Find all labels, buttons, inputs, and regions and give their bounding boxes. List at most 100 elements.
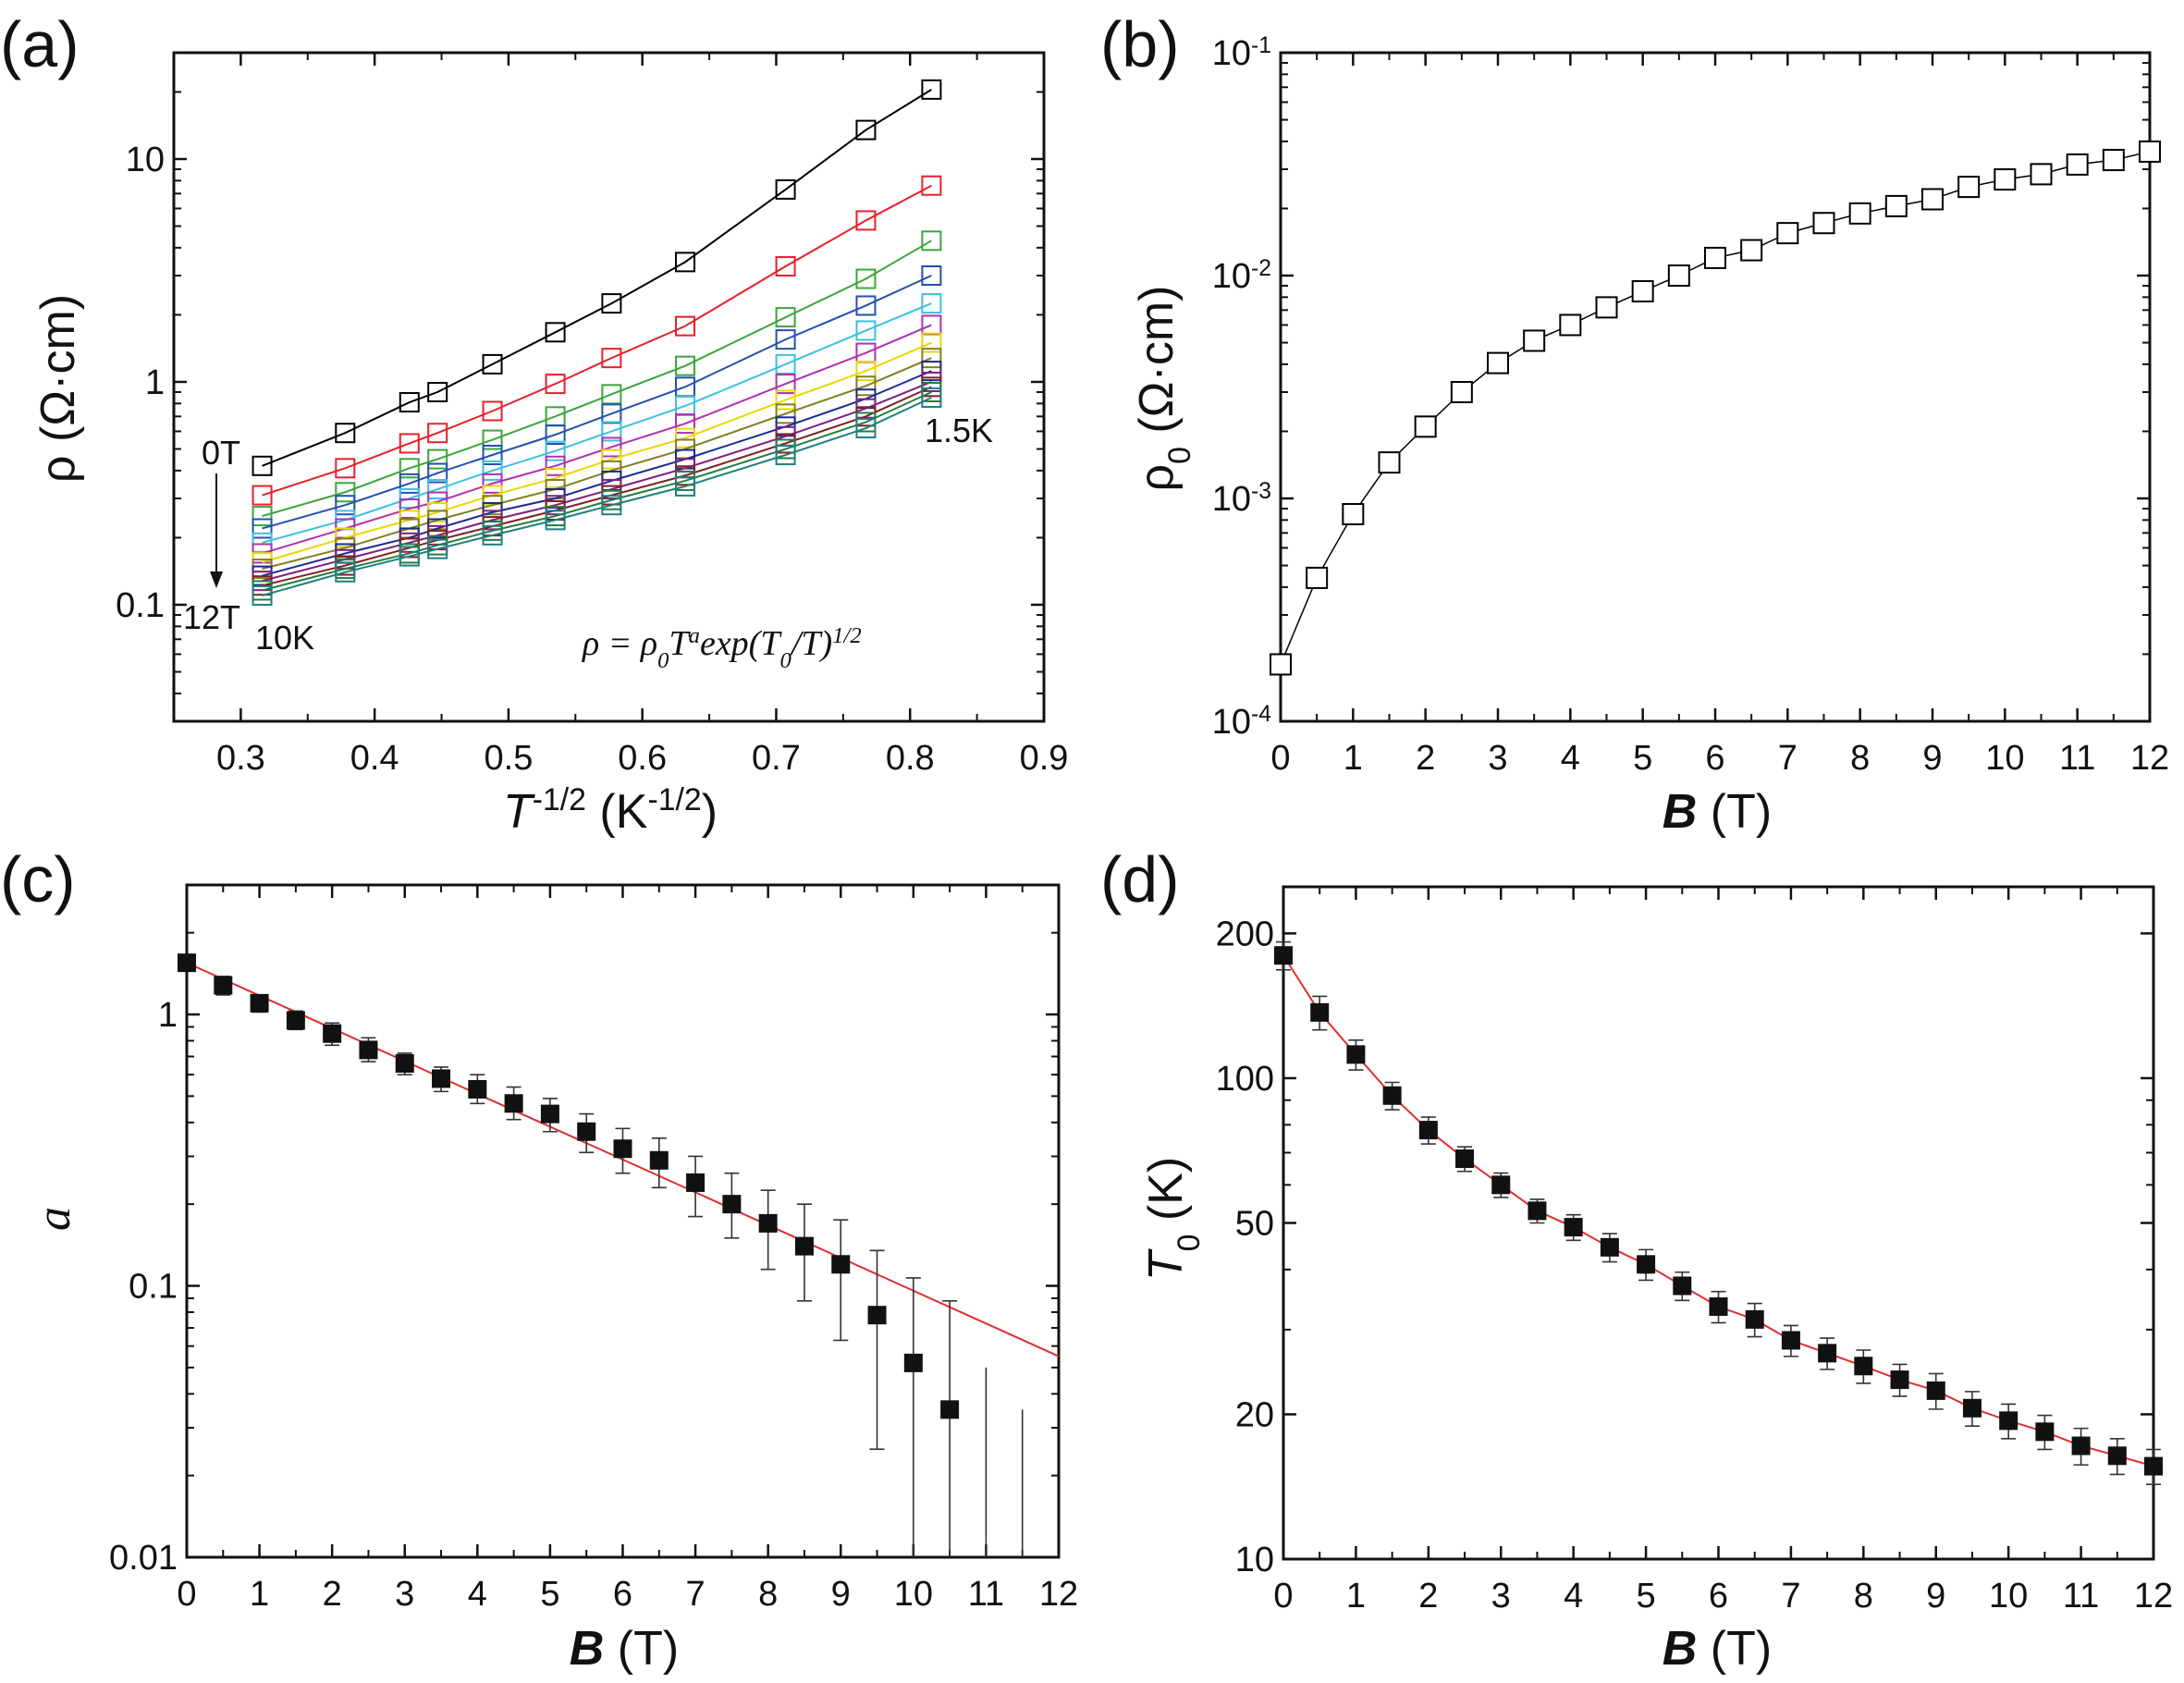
annotation-high-T: 10K bbox=[255, 619, 314, 657]
panel-c: (c)0 1 2 3 4 5 6 7 8 9 10 11 120.010.11B (T)a bbox=[0, 843, 1078, 1676]
x-tick-label: 8 bbox=[758, 1575, 778, 1614]
data-point bbox=[2071, 1436, 2091, 1456]
data-point bbox=[545, 468, 566, 489]
x-tick-label: 12 bbox=[2130, 739, 2169, 778]
series-4 bbox=[252, 293, 942, 553]
data-point bbox=[1306, 566, 1329, 589]
series-line bbox=[262, 240, 932, 518]
y-axis-title: ρ (Ω·cm) bbox=[31, 294, 85, 483]
data-point bbox=[601, 421, 622, 442]
x-tick-label: 0 bbox=[1270, 739, 1290, 778]
data-point bbox=[359, 1040, 378, 1060]
series-3 bbox=[252, 265, 942, 539]
x-tick-label: 0.4 bbox=[350, 739, 399, 778]
series-0 bbox=[178, 953, 1024, 1557]
y-axis-title: a bbox=[28, 1207, 80, 1231]
data-point bbox=[1595, 296, 1618, 319]
data-point bbox=[601, 293, 622, 314]
field-arrow-head bbox=[210, 571, 223, 588]
data-point bbox=[545, 424, 566, 446]
data-point bbox=[921, 361, 942, 382]
data-point bbox=[1310, 1002, 1330, 1022]
y-tick-label: 0.01 bbox=[109, 1539, 178, 1578]
y-tick-label: 100 bbox=[1216, 1060, 1274, 1099]
data-point bbox=[613, 1139, 632, 1159]
data-point bbox=[1740, 239, 1763, 262]
data-point bbox=[482, 353, 503, 375]
data-point bbox=[1631, 280, 1654, 303]
series-line bbox=[262, 302, 932, 544]
x-tick-label: 0.3 bbox=[216, 739, 265, 778]
x-tick-label: 8 bbox=[1854, 1577, 1873, 1615]
data-point bbox=[540, 1104, 559, 1124]
data-point bbox=[1709, 1296, 1728, 1316]
data-point bbox=[831, 1255, 851, 1274]
y-tick-label: 10-4 bbox=[1212, 702, 1271, 743]
data-point bbox=[1704, 246, 1726, 269]
data-point bbox=[427, 462, 448, 484]
data-point bbox=[855, 119, 877, 141]
series-line bbox=[262, 89, 932, 467]
data-point bbox=[675, 315, 696, 337]
data-point bbox=[775, 374, 796, 395]
data-point bbox=[686, 1173, 706, 1192]
data-point bbox=[2107, 1446, 2127, 1466]
data-point bbox=[921, 332, 942, 353]
data-point bbox=[2102, 149, 2125, 172]
plot-frame bbox=[172, 51, 1046, 723]
data-point bbox=[775, 403, 796, 424]
x-tick-label: 0.6 bbox=[618, 739, 667, 778]
series-0 bbox=[252, 79, 942, 476]
annotation-top-field: 0T bbox=[202, 434, 240, 472]
data-point bbox=[1528, 1201, 1547, 1221]
x-tick-label: 0.5 bbox=[485, 739, 534, 778]
data-point bbox=[1414, 415, 1437, 438]
panel-a: (a) 0.3 0.4 0.5 0.6 0.7 0.8 0.9 0.1 1 10 T-1/2 (K-1… bbox=[0, 8, 1068, 839]
data-point bbox=[399, 498, 420, 520]
series-line bbox=[262, 381, 932, 583]
data-point bbox=[675, 413, 696, 435]
data-point bbox=[1962, 1398, 1982, 1418]
data-point bbox=[427, 423, 448, 444]
y-tick-label: 10-1 bbox=[1212, 33, 1271, 74]
x-tick-label: 0.7 bbox=[752, 739, 801, 778]
data-point bbox=[601, 448, 622, 470]
data-point bbox=[252, 585, 273, 607]
x-tick-label: 11 bbox=[2063, 1577, 2099, 1615]
x-tick-label: 5 bbox=[1633, 739, 1652, 778]
data-point bbox=[1600, 1237, 1619, 1257]
data-point bbox=[545, 374, 566, 395]
data-point bbox=[335, 482, 356, 503]
x-tick-label: 7 bbox=[1778, 739, 1798, 778]
x-tick-label: 12 bbox=[2134, 1577, 2173, 1615]
data-point bbox=[427, 448, 448, 470]
data-point bbox=[601, 495, 622, 516]
data-point bbox=[855, 320, 877, 341]
data-point bbox=[286, 1011, 305, 1030]
x-tick-label: 4 bbox=[468, 1575, 487, 1614]
data-point bbox=[323, 1024, 342, 1043]
x-tick-label: 6 bbox=[1705, 739, 1724, 778]
data-point bbox=[252, 485, 273, 506]
x-tick-label: 3 bbox=[395, 1575, 414, 1614]
data-point bbox=[2035, 1422, 2055, 1442]
y-tick-label: 10-3 bbox=[1212, 479, 1271, 520]
x-tick-label: 6 bbox=[1709, 1577, 1728, 1615]
data-point bbox=[1921, 188, 1944, 211]
data-point bbox=[2144, 1456, 2163, 1476]
x-tick-label: 9 bbox=[831, 1575, 851, 1614]
x-tick-label: 0.8 bbox=[886, 739, 935, 778]
data-point bbox=[545, 455, 566, 476]
y-tick-label: 10 bbox=[1235, 1541, 1274, 1579]
data-point bbox=[1776, 222, 1799, 245]
data-point bbox=[855, 295, 877, 316]
panel-label: (b) bbox=[1100, 8, 1180, 80]
data-point bbox=[675, 355, 696, 376]
data-point bbox=[855, 375, 877, 397]
data-point bbox=[775, 329, 796, 350]
data-point bbox=[1812, 212, 1835, 235]
data-point bbox=[1491, 1175, 1511, 1195]
data-point bbox=[1382, 1086, 1402, 1105]
data-point bbox=[1994, 168, 2017, 191]
